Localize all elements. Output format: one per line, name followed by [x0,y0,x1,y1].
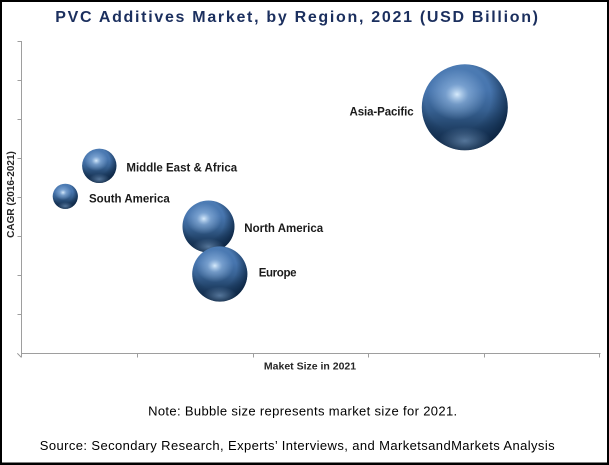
svg-text:South America: South America [89,194,170,206]
svg-text:PVC Additives Market, by Regio: PVC Additives Market, by Region, 2021 (U… [55,9,539,26]
svg-text:CAGR (2016-2021): CAGR (2016-2021) [6,151,17,238]
svg-text:North America: North America [244,223,323,235]
svg-text:Note: Bubble size represents m: Note: Bubble size represents market size… [148,404,457,419]
svg-text:Source: Secondary Research, Ex: Source: Secondary Research, Experts’ Int… [40,438,555,453]
svg-text:Europe: Europe [259,267,297,279]
svg-text:Maket Size in 2021: Maket Size in 2021 [264,361,356,373]
svg-text:Middle East & Africa: Middle East & Africa [126,163,237,175]
svg-text:Asia-Pacific: Asia-Pacific [350,106,415,118]
